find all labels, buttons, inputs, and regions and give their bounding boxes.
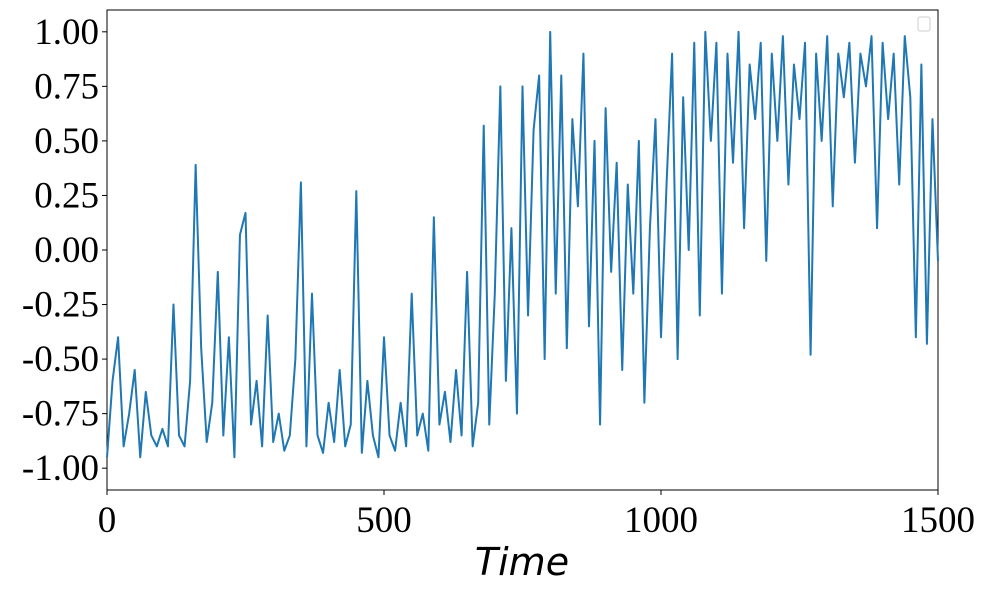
x-tick-label: 500 [356, 500, 412, 541]
y-tick-label: -0.50 [22, 339, 99, 380]
y-tick-label: -0.75 [22, 394, 99, 435]
x-tick-label: 1000 [624, 500, 698, 541]
legend-box [917, 16, 931, 32]
y-tick-label: 1.00 [34, 12, 99, 53]
y-tick-label: 0.25 [34, 175, 99, 216]
y-tick-label: 0.75 [34, 66, 99, 107]
y-tick-label: 0.00 [34, 230, 99, 271]
y-tick-label: 0.50 [34, 121, 99, 162]
y-tick-label: -0.25 [22, 285, 99, 326]
data-line [106, 30, 939, 459]
x-axis-label: Time [475, 540, 569, 584]
y-tick-label: -1.00 [22, 448, 99, 489]
x-tick-label: 1500 [901, 500, 975, 541]
x-tick-label: 0 [98, 500, 117, 541]
